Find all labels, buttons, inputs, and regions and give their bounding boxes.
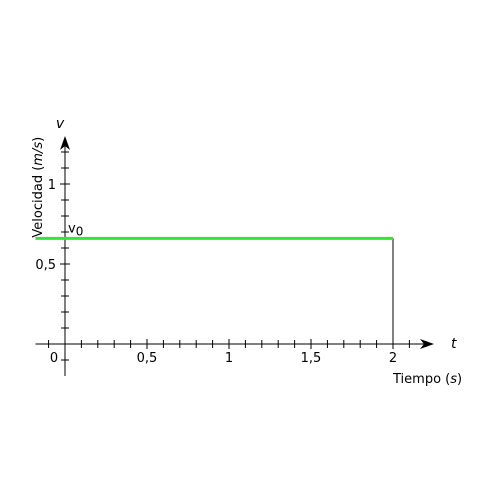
x-tick-label: 1 [225,351,233,366]
y-tick-label: 0,5 [35,258,56,273]
x-tick-label: 1,5 [301,351,322,366]
axes [35,136,434,376]
x-axis-arrow [420,339,434,349]
x-tick-label: 2 [389,351,397,366]
marks [35,236,394,344]
x-axis-label: Tiempo (s) [392,372,462,387]
y-axis-symbol: v [56,116,65,132]
x-axis-symbol: t [451,336,457,352]
x-tick-label: 0 [50,351,58,366]
v0-annotation: v0 [68,221,83,238]
y-axis-arrow [60,136,70,150]
labels: 0 0,5 1 1,5 2 0,5 1 v0 t v Tiempo (s) Velocidad (m/… [31,116,462,387]
y-tick-label: 1 [48,178,56,193]
x-tick-label: 0,5 [137,351,158,366]
minor-ticks [48,151,410,361]
y-axis-label: Velocidad (m/s) [31,137,46,238]
